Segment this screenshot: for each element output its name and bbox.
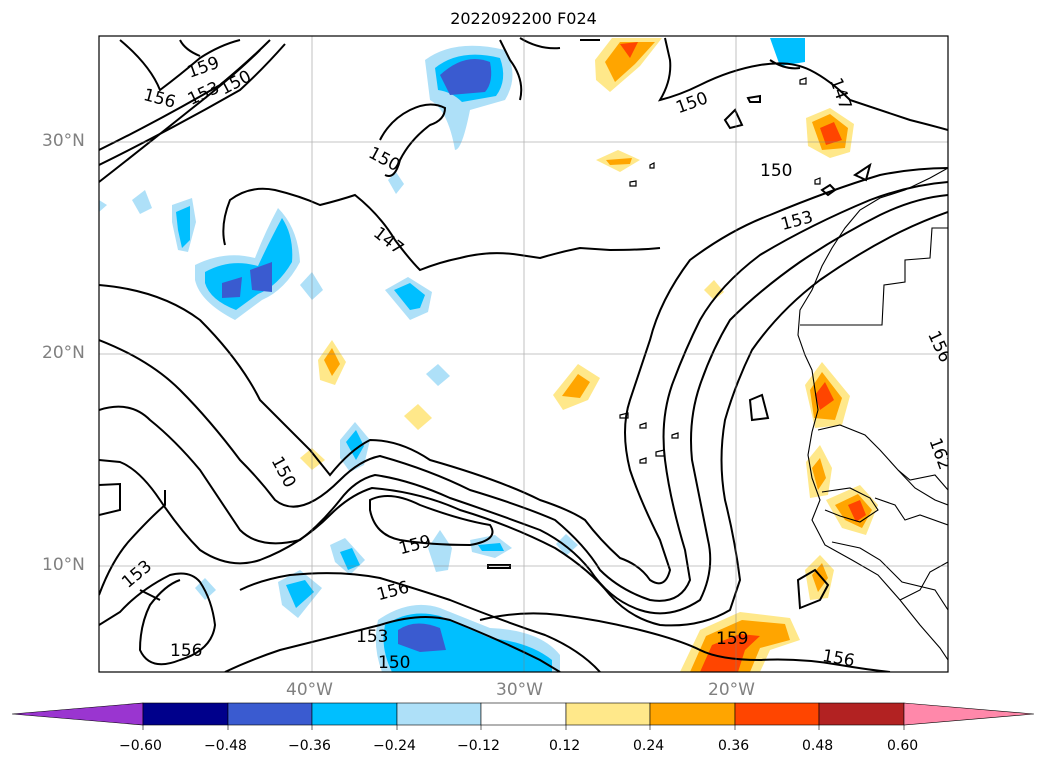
colorbar-tick-label: −0.24 <box>373 738 416 754</box>
contour-label: 147 <box>369 223 407 259</box>
contour-label: 150 <box>378 653 410 673</box>
colorbar <box>11 702 1035 730</box>
lat-label: 30°N <box>42 131 85 151</box>
colorbar-swatch <box>649 702 736 726</box>
contour-label: 156 <box>141 85 178 113</box>
lon-label: 40°W <box>286 680 333 700</box>
colorbar-swatch <box>480 702 567 726</box>
contour-label: 150 <box>760 161 792 181</box>
colorbar-tick-label: −0.36 <box>288 738 331 754</box>
lat-label: 10°N <box>42 555 85 575</box>
colorbar-swatch <box>396 702 482 726</box>
colorbar-tick-label: 0.48 <box>802 738 834 754</box>
contour-label: 156 <box>170 641 202 661</box>
colorbar-tick-label: −0.60 <box>119 738 162 754</box>
contour-label: 150 <box>365 143 403 176</box>
colorbar-swatch <box>142 702 229 726</box>
lon-label: 30°W <box>496 680 543 700</box>
colorbar-swatch <box>734 702 820 726</box>
contour-label: 147 <box>825 75 855 112</box>
colorbar-swatch <box>227 702 313 726</box>
contour-label: 150 <box>673 88 710 118</box>
contour-label: 159 <box>397 531 434 559</box>
contour-label: 159 <box>185 53 222 83</box>
colorbar-swatch <box>818 702 905 726</box>
colorbar-tick-label: 0.60 <box>887 738 919 754</box>
map-title: 2022092200 F024 <box>450 9 597 28</box>
contour-label: 159 <box>716 629 748 649</box>
colorbar-tick-label: 0.24 <box>633 738 665 754</box>
contour-label: 156 <box>923 328 955 366</box>
lat-label: 20°N <box>42 343 85 363</box>
colorbar-tick-label: 0.36 <box>718 738 750 754</box>
contour-label: 156 <box>821 646 856 671</box>
colorbar-swatch <box>311 702 398 726</box>
grid <box>99 36 948 672</box>
coastlines <box>797 167 948 661</box>
contour-label: 153 <box>356 627 388 647</box>
contour-label: 162 <box>925 435 955 472</box>
shading-negative <box>99 38 805 672</box>
map-frame <box>98 35 949 673</box>
colorbar-tick-label: −0.12 <box>457 738 500 754</box>
colorbar-swatch <box>903 702 1035 726</box>
colorbar-swatch <box>565 702 651 726</box>
colorbar-tick-label: 0.12 <box>549 738 581 754</box>
contour-label: 153 <box>779 207 816 235</box>
contour-label: 150 <box>267 453 300 491</box>
contour-label: 150 <box>217 67 255 100</box>
lon-label: 20°W <box>708 680 755 700</box>
colorbar-swatch <box>11 702 144 726</box>
contour-label: 156 <box>375 577 412 605</box>
shading-positive <box>300 38 878 672</box>
colorbar-tick-label: −0.48 <box>204 738 247 754</box>
